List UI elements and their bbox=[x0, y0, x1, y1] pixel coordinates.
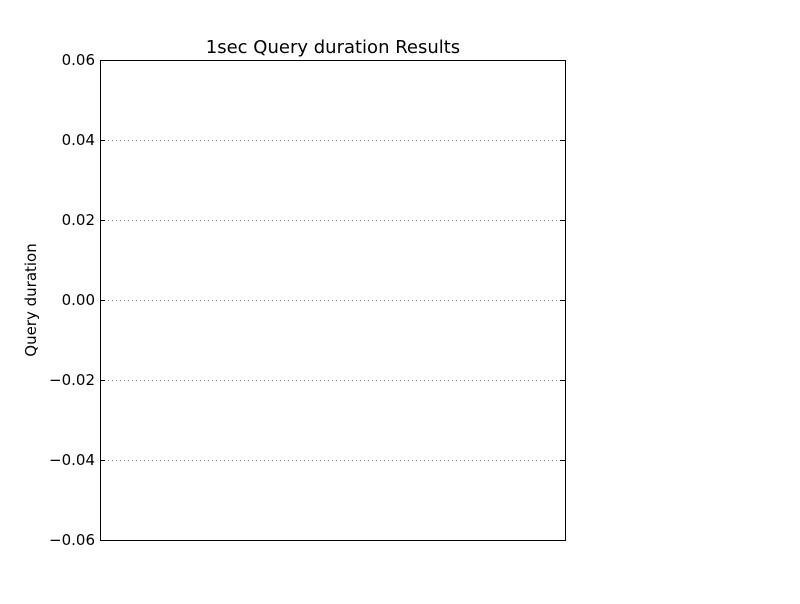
y-axis-label: Query duration bbox=[22, 243, 40, 356]
chart-title: 1sec Query duration Results bbox=[206, 37, 460, 58]
y-axis-tick-labels: 0.06 0.04 0.02 0.00 −0.02 −0.04 −0.06 bbox=[49, 51, 95, 549]
y-tick-label: 0.04 bbox=[62, 131, 95, 149]
y-tick-label: −0.02 bbox=[49, 371, 95, 389]
y-tick-label: −0.06 bbox=[49, 531, 95, 549]
y-tick-label: 0.00 bbox=[62, 291, 95, 309]
grid-lines bbox=[100, 140, 565, 461]
y-tick-label: 0.02 bbox=[62, 211, 95, 229]
y-tick-label: 0.06 bbox=[62, 51, 95, 69]
y-axis-ticks bbox=[100, 60, 565, 541]
y-tick-label: −0.04 bbox=[49, 451, 95, 469]
